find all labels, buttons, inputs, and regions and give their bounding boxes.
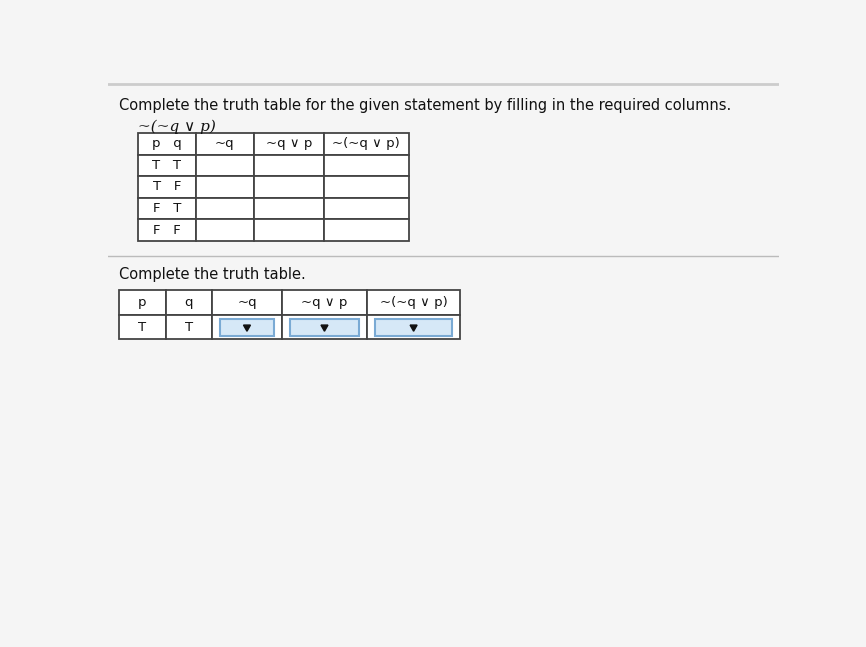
Bar [138, 198, 196, 219]
Bar [367, 290, 460, 315]
Text: Complete the truth table for the given statement by filling in the required colu: Complete the truth table for the given s… [120, 98, 732, 113]
Polygon shape [410, 325, 417, 331]
Bar [165, 290, 212, 315]
Bar [289, 319, 359, 336]
Bar [196, 155, 254, 176]
Bar [254, 133, 324, 155]
Text: ~q ∨ p: ~q ∨ p [301, 296, 347, 309]
Text: p: p [138, 296, 146, 309]
Bar [254, 198, 324, 219]
Text: T   T: T T [152, 159, 181, 172]
Bar [196, 219, 254, 241]
Text: ~q ∨ p: ~q ∨ p [266, 137, 312, 150]
Bar [165, 315, 212, 340]
Bar [254, 176, 324, 198]
Polygon shape [321, 325, 328, 331]
Text: ~q: ~q [215, 137, 235, 150]
Text: ~(~q ∨ p): ~(~q ∨ p) [333, 137, 400, 150]
Bar [138, 155, 196, 176]
Bar [138, 219, 196, 241]
Bar [281, 315, 367, 340]
Bar [324, 219, 409, 241]
Bar [324, 176, 409, 198]
Text: ~q: ~q [237, 296, 257, 309]
Bar [281, 290, 367, 315]
Text: T   F: T F [152, 181, 181, 193]
Text: p   q: p q [152, 137, 182, 150]
Text: T: T [184, 321, 193, 334]
Bar [324, 155, 409, 176]
Bar [367, 315, 460, 340]
Bar [212, 315, 281, 340]
Bar [138, 133, 196, 155]
Bar [196, 176, 254, 198]
Bar [220, 319, 275, 336]
Text: F   F: F F [153, 224, 181, 237]
Bar [138, 176, 196, 198]
Text: ~(~q ∨ p): ~(~q ∨ p) [379, 296, 448, 309]
Bar [254, 155, 324, 176]
Bar [254, 219, 324, 241]
Text: F   T: F T [152, 202, 181, 215]
Text: T: T [139, 321, 146, 334]
Text: Complete the truth table.: Complete the truth table. [120, 267, 306, 282]
Bar [120, 315, 165, 340]
Bar [196, 133, 254, 155]
Bar [375, 319, 452, 336]
Polygon shape [243, 325, 250, 331]
Bar [324, 198, 409, 219]
Text: q: q [184, 296, 193, 309]
Bar [196, 198, 254, 219]
Bar [120, 290, 165, 315]
Bar [212, 290, 281, 315]
Text: ~(~q ∨ p): ~(~q ∨ p) [138, 120, 216, 135]
Bar [324, 133, 409, 155]
